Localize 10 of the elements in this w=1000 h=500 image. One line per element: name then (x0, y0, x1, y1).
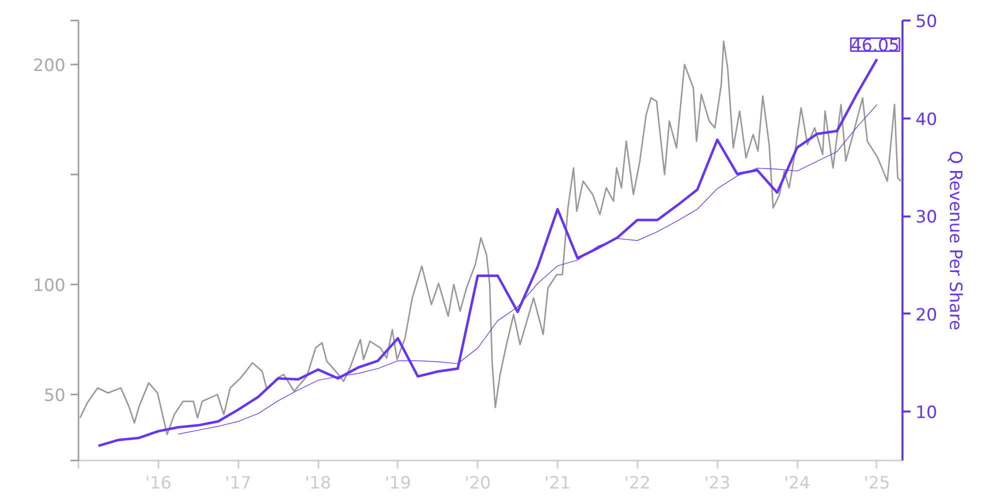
annotation: 46.05 (850, 36, 900, 56)
y2-tick-label: 10 (916, 403, 938, 424)
y2-tick-label: 50 (916, 12, 938, 32)
y2-tick-label: 30 (916, 208, 938, 228)
y-tick-label: 100 (33, 276, 66, 296)
y2-tick-label: 40 (916, 110, 938, 130)
y-tick-label: 50 (44, 386, 66, 406)
y2-axis-title: Q Revenue Per Share (945, 150, 966, 330)
y2-tick-label: 20 (916, 305, 938, 326)
y-tick-label: 200 (33, 56, 66, 76)
